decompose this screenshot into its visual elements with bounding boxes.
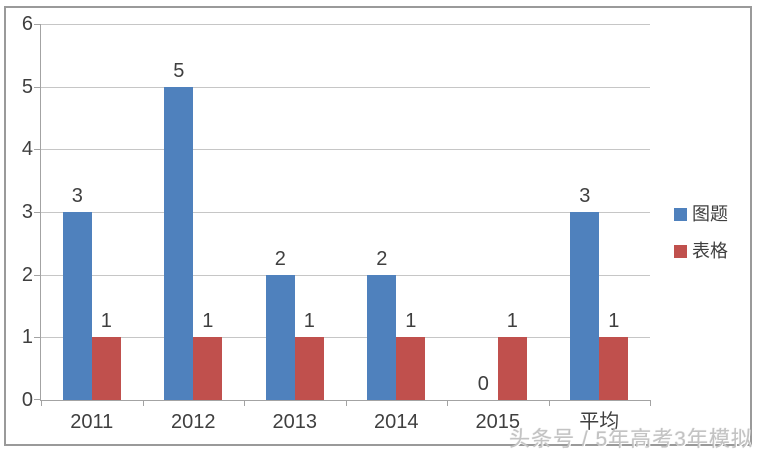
x-tick-mark [549, 400, 550, 406]
bar-表格-2015 [497, 337, 527, 400]
data-label: 1 [303, 310, 315, 333]
bar-表格-2013 [294, 337, 324, 400]
gridline [41, 86, 650, 88]
bar-图题-2014 [367, 274, 397, 400]
plot-area: 0 1 2 3 4 5 6 2011 2012 2013 2014 2015 平均 3 1 5 1 2 1 2 1 0 1 3… [22, 14, 651, 433]
bar-表格-2011 [91, 337, 121, 400]
bar-表格-2012 [193, 337, 223, 400]
y-axis-tick-label: 5 [21, 75, 33, 98]
y-tick-mark [34, 86, 41, 88]
gridline [41, 337, 650, 339]
x-axis-category-label: 2012 [171, 411, 216, 433]
gridline [41, 149, 650, 151]
watermark-text: 头条号 / 5年高考3年模拟 [509, 428, 753, 451]
x-tick-mark [650, 400, 651, 406]
x-axis-category-label: 平均 [579, 411, 620, 433]
legend-swatch-icon [674, 207, 687, 221]
y-axis-tick-label: 4 [21, 138, 33, 161]
x-axis-category-label: 2011 [70, 411, 114, 433]
data-label: 0 [477, 373, 489, 395]
chart-frame: 0 1 2 3 4 5 6 2011 2012 2013 2014 2015 平均 3 1 5 1 2 1 2 1 0 1 3… [4, 6, 752, 446]
bar-图题-2011 [62, 212, 92, 400]
legend-label: 图题 [692, 204, 728, 224]
legend-item: 图题 [674, 204, 728, 224]
gridline [41, 212, 650, 213]
data-label: 1 [202, 310, 214, 333]
y-tick-mark [34, 24, 41, 25]
data-label: 1 [506, 310, 518, 333]
x-axis-category-label: 2014 [374, 411, 419, 433]
data-label: 2 [274, 247, 286, 270]
x-axis-category-label: 2015 [475, 411, 521, 433]
legend-item: 表格 [674, 241, 728, 261]
data-label: 3 [579, 185, 591, 207]
data-label: 1 [608, 310, 620, 333]
bar-图题-2013 [265, 274, 295, 400]
y-tick-mark [34, 337, 41, 339]
x-tick-mark [143, 400, 144, 406]
y-axis-tick-label: 3 [21, 201, 33, 223]
legend: 图题 表格 [674, 204, 728, 278]
y-tick-mark [34, 399, 41, 400]
bar-表格-2014 [396, 337, 426, 400]
bar-图题-平均 [570, 212, 600, 400]
y-tick-mark [34, 149, 41, 151]
bar-图题-2012 [164, 86, 194, 400]
gridline [41, 274, 650, 276]
x-tick-mark [41, 400, 42, 406]
x-tick-mark [346, 400, 347, 406]
y-tick-mark [34, 274, 41, 276]
data-label: 1 [405, 310, 417, 333]
y-axis-tick-label: 2 [21, 263, 33, 286]
x-tick-mark [447, 400, 448, 406]
data-label: 3 [71, 185, 83, 207]
y-axis-tick-label: 0 [21, 389, 33, 411]
y-axis-tick-label: 1 [21, 326, 33, 349]
data-label: 5 [173, 59, 185, 82]
bar-表格-平均 [599, 337, 629, 400]
legend-label: 表格 [692, 241, 728, 261]
y-axis-tick-label: 6 [21, 13, 33, 35]
legend-swatch-icon [674, 244, 687, 258]
x-tick-mark [244, 400, 245, 406]
y-tick-mark [34, 212, 41, 213]
data-label: 2 [376, 247, 388, 270]
data-label: 1 [100, 310, 112, 333]
x-axis-category-label: 2013 [272, 411, 318, 433]
gridline [41, 24, 650, 25]
